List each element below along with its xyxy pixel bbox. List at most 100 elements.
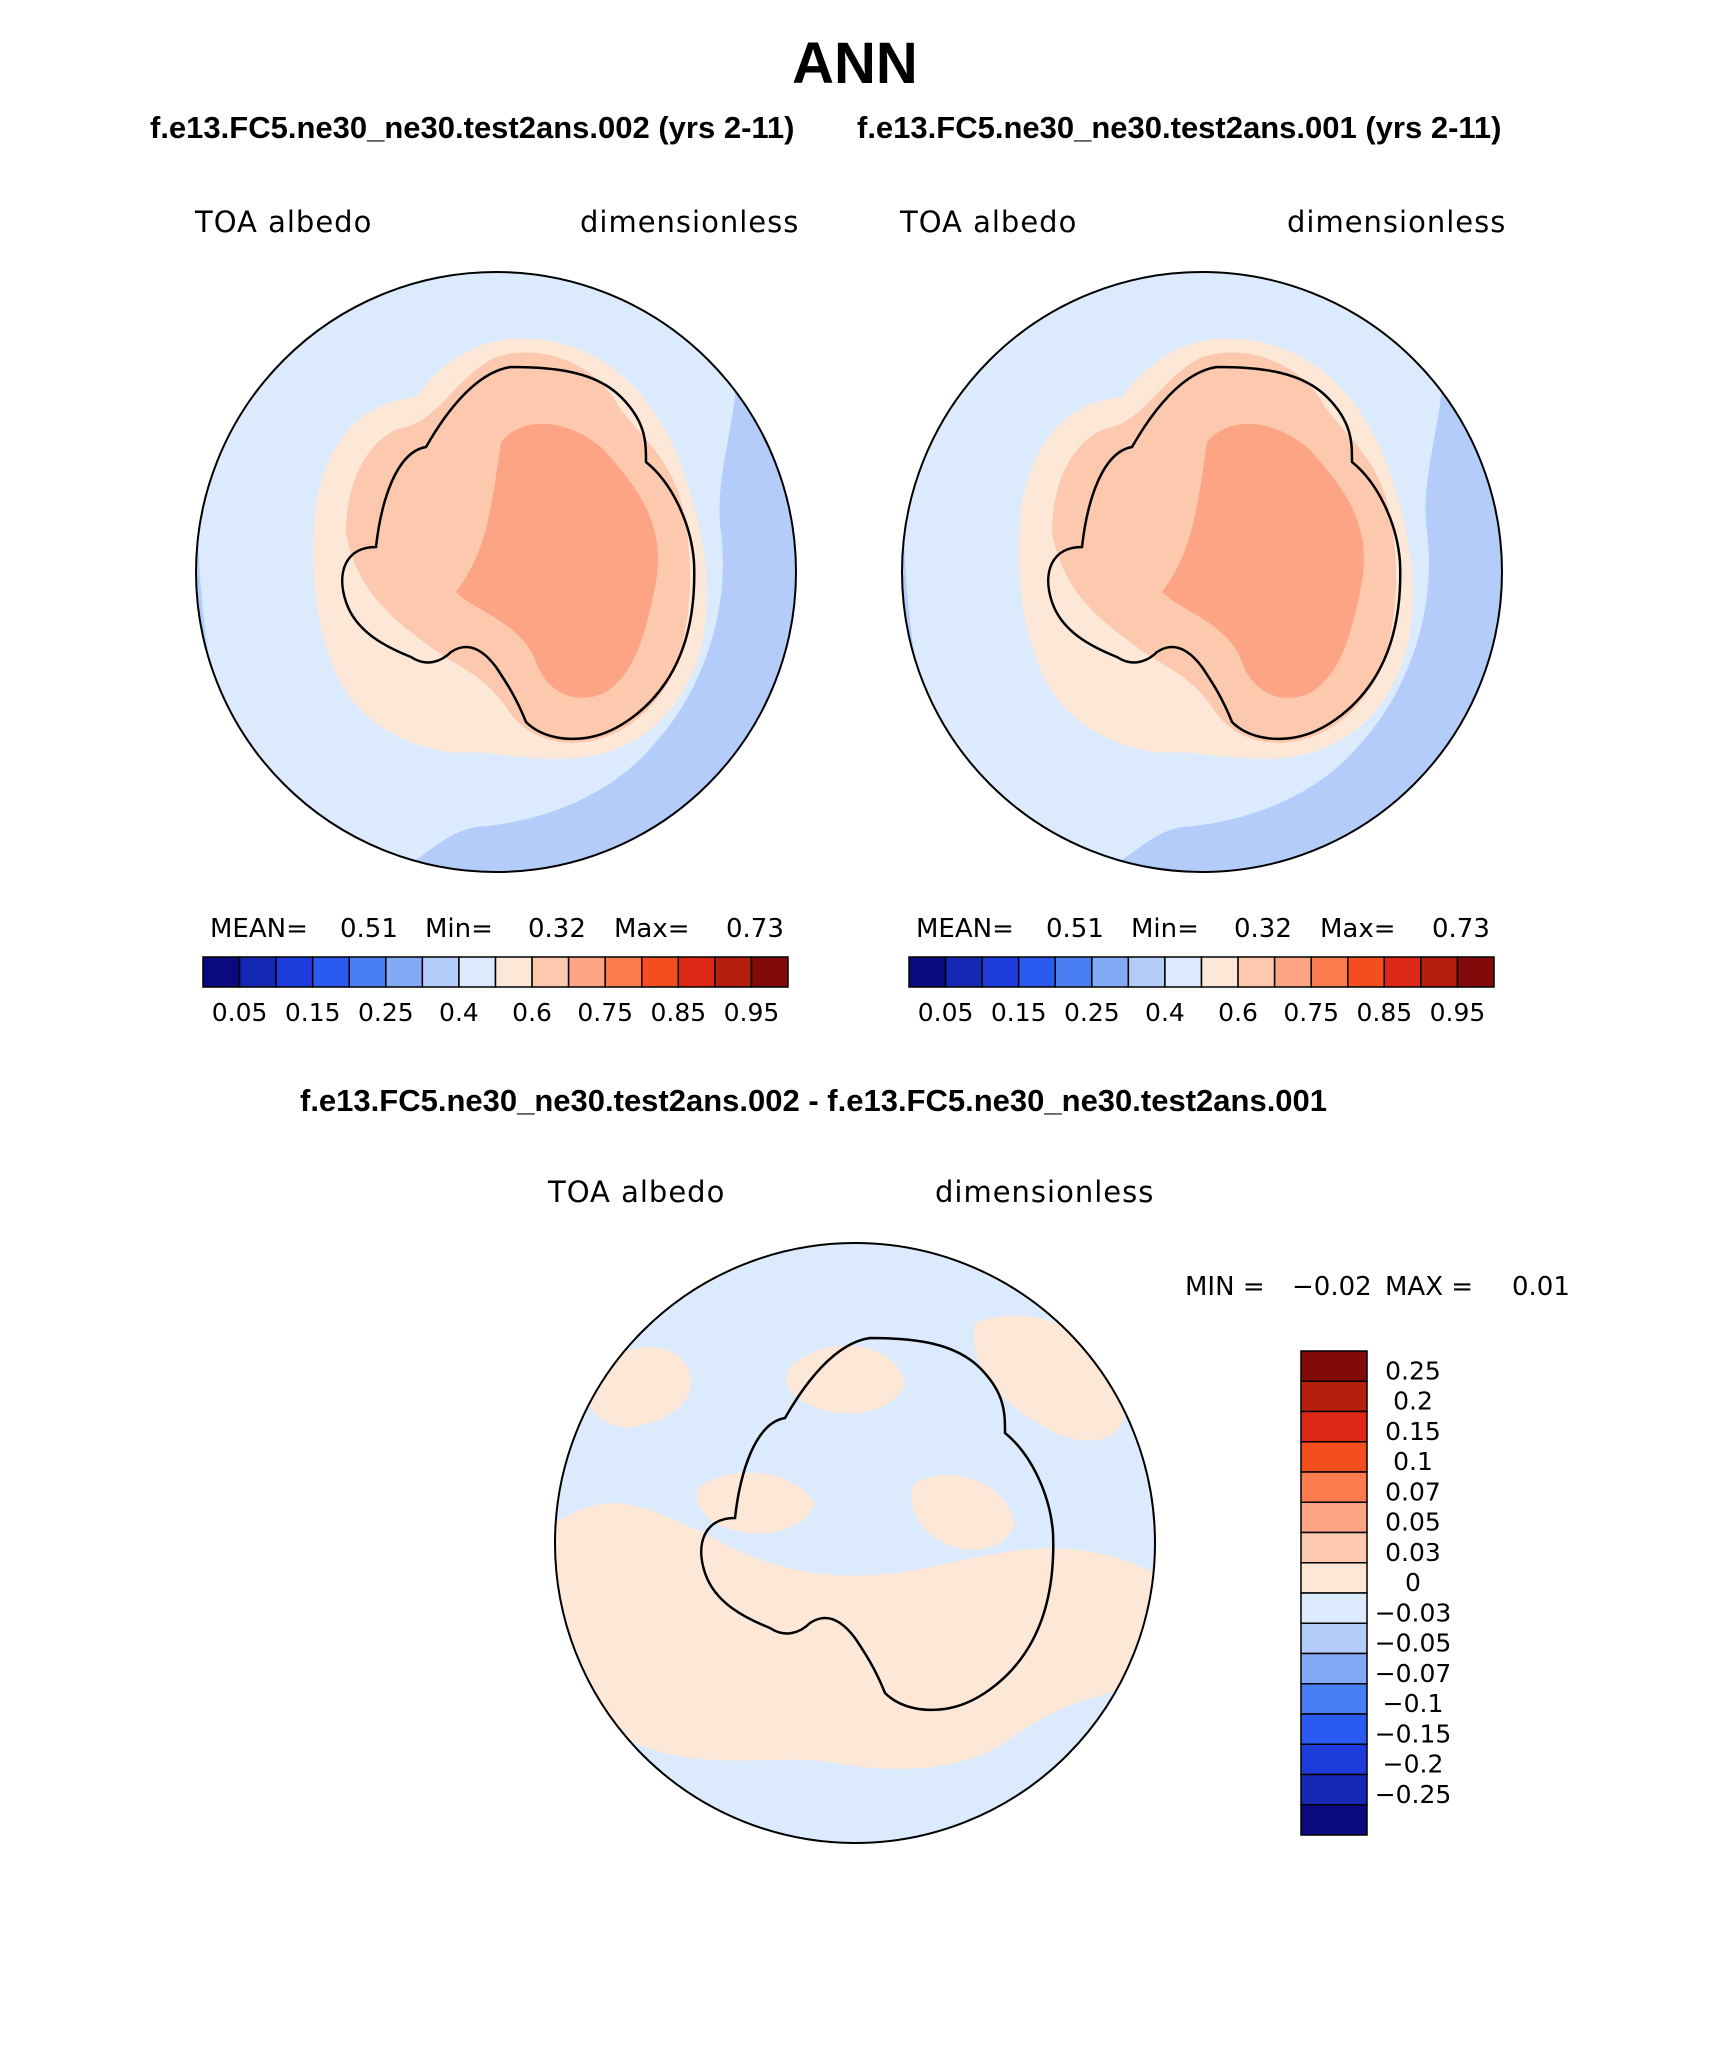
difference-colorbar-tick-label: −0.25 [1375, 1780, 1452, 1809]
right-min-value: 0.32 [1234, 914, 1292, 944]
left-colorbar-tick-label: 0.95 [724, 998, 780, 1027]
right-colorbar-swatch [1164, 956, 1203, 988]
difference-colorbar-swatch [1300, 1804, 1368, 1836]
left-colorbar-swatch [714, 956, 753, 988]
difference-colorbar-tick-label: 0.2 [1393, 1387, 1433, 1416]
left-min-label: Min= [425, 914, 493, 944]
left-panel-variable: TOA albedo [195, 205, 373, 239]
difference-colorbar-swatch [1300, 1652, 1368, 1685]
difference-colorbar-tick-label: 0.15 [1385, 1417, 1441, 1446]
difference-colorbar-swatch [1300, 1743, 1368, 1776]
left-max-label: Max= [614, 914, 690, 944]
left-polar-map [196, 272, 796, 872]
right-colorbar: 0.05 0.15 0.25 0.4 0.6 0.75 0.85 0.95 [908, 956, 1495, 1027]
right-colorbar-swatch [908, 956, 947, 988]
left-colorbar-swatch [750, 956, 789, 988]
difference-colorbar-tick-label: 0.07 [1385, 1477, 1441, 1506]
left-colorbar-swatch [348, 956, 387, 988]
left-colorbar-swatch [385, 956, 424, 988]
difference-colorbar-swatch [1300, 1773, 1368, 1806]
right-colorbar-swatch [1310, 956, 1349, 988]
right-colorbar-tick-label: 0.95 [1430, 998, 1486, 1027]
figure-title: ANN [792, 31, 918, 96]
right-colorbar-tick-label: 0.25 [1064, 998, 1120, 1027]
difference-colorbar-tick-label: 0.03 [1385, 1538, 1441, 1567]
right-colorbar-swatch [1237, 956, 1276, 988]
right-colorbar-swatch [1456, 956, 1495, 988]
left-case-subtitle: f.e13.FC5.ne30_ne30.test2ans.002 (yrs 2-… [150, 110, 795, 145]
left-colorbar-swatch [567, 956, 606, 988]
difference-colorbar-tick-label: 0.25 [1385, 1356, 1441, 1385]
right-colorbar-tick-label: 0.4 [1145, 998, 1185, 1027]
difference-colorbar-swatch [1300, 1380, 1368, 1413]
difference-colorbar-swatch [1300, 1562, 1368, 1594]
left-colorbar-tick-label: 0.25 [358, 998, 414, 1027]
left-colorbar-swatch [238, 956, 277, 988]
right-colorbar-swatch [1127, 956, 1166, 988]
diff-min-value: −0.02 [1292, 1272, 1372, 1302]
diff-min-label: MIN = [1185, 1272, 1265, 1302]
left-colorbar-swatch [421, 956, 460, 988]
difference-colorbar-tick-label: 0 [1405, 1568, 1421, 1597]
difference-colorbar-swatch [1300, 1713, 1368, 1745]
difference-colorbar-tick-label: −0.05 [1375, 1629, 1452, 1658]
left-mean-value: 0.51 [340, 914, 398, 944]
right-colorbar-swatch [1420, 956, 1459, 988]
right-map-border [901, 271, 1503, 873]
right-max-label: Max= [1320, 914, 1396, 944]
right-mean-value: 0.51 [1046, 914, 1104, 944]
difference-colorbar-tick-label: 0.1 [1393, 1447, 1433, 1476]
right-colorbar-tick-label: 0.15 [991, 998, 1047, 1027]
difference-colorbar-swatch [1300, 1622, 1368, 1655]
difference-subtitle: f.e13.FC5.ne30_ne30.test2ans.002 - f.e13… [300, 1083, 1328, 1118]
left-map-border [195, 271, 797, 873]
diff-panel-units: dimensionless [935, 1175, 1155, 1209]
difference-colorbar-swatch [1300, 1501, 1368, 1534]
left-colorbar-swatch [531, 956, 570, 988]
difference-colorbar-swatch [1300, 1350, 1368, 1382]
left-colorbar-swatch [202, 956, 241, 988]
right-min-label: Min= [1131, 914, 1199, 944]
difference-colorbar-swatch [1300, 1531, 1368, 1564]
left-colorbar-tick-label: 0.85 [650, 998, 706, 1027]
left-colorbar-tick-label: 0.75 [577, 998, 633, 1027]
diff-max-value: 0.01 [1512, 1272, 1570, 1302]
right-colorbar-swatch [1054, 956, 1093, 988]
right-colorbar-tick-label: 0.05 [918, 998, 974, 1027]
right-panel-units: dimensionless [1287, 205, 1507, 239]
difference-colorbar-tick-label: 0.05 [1385, 1508, 1441, 1537]
left-colorbar-swatch [275, 956, 314, 988]
right-colorbar-tick-label: 0.6 [1218, 998, 1258, 1027]
right-polar-map [902, 272, 1502, 872]
difference-colorbar-tick-label: −0.03 [1375, 1598, 1452, 1627]
left-min-value: 0.32 [528, 914, 586, 944]
left-colorbar-tick-label: 0.4 [439, 998, 479, 1027]
right-colorbar-tick-label: 0.85 [1356, 998, 1412, 1027]
left-colorbar-swatch [494, 956, 533, 988]
left-colorbar-tick-label: 0.15 [285, 998, 341, 1027]
difference-colorbar-swatch [1300, 1410, 1368, 1443]
right-case-subtitle: f.e13.FC5.ne30_ne30.test2ans.001 (yrs 2-… [857, 110, 1502, 145]
right-mean-label: MEAN= [916, 914, 1014, 944]
difference-colorbar-tick-label: −0.15 [1375, 1719, 1452, 1748]
difference-colorbar-swatch [1300, 1441, 1368, 1473]
difference-colorbar-tick-label: −0.1 [1383, 1689, 1444, 1718]
difference-map-border [554, 1242, 1156, 1844]
diff-max-label: MAX = [1385, 1272, 1474, 1302]
left-colorbar-tick-label: 0.05 [212, 998, 268, 1027]
difference-colorbar-swatch [1300, 1471, 1368, 1503]
left-colorbar-swatch [677, 956, 716, 988]
difference-colorbar-swatch [1300, 1592, 1368, 1624]
right-colorbar-swatch [1383, 956, 1422, 988]
right-panel-variable: TOA albedo [900, 205, 1078, 239]
right-max-value: 0.73 [1432, 914, 1490, 944]
diff-panel-variable: TOA albedo [548, 1175, 726, 1209]
left-colorbar-tick-label: 0.6 [512, 998, 552, 1027]
right-colorbar-swatch [1200, 956, 1239, 988]
left-colorbar-swatch [604, 956, 643, 988]
left-mean-label: MEAN= [210, 914, 308, 944]
right-colorbar-tick-label: 0.75 [1283, 998, 1339, 1027]
right-colorbar-swatch [1273, 956, 1312, 988]
difference-polar-map [555, 1243, 1155, 1843]
